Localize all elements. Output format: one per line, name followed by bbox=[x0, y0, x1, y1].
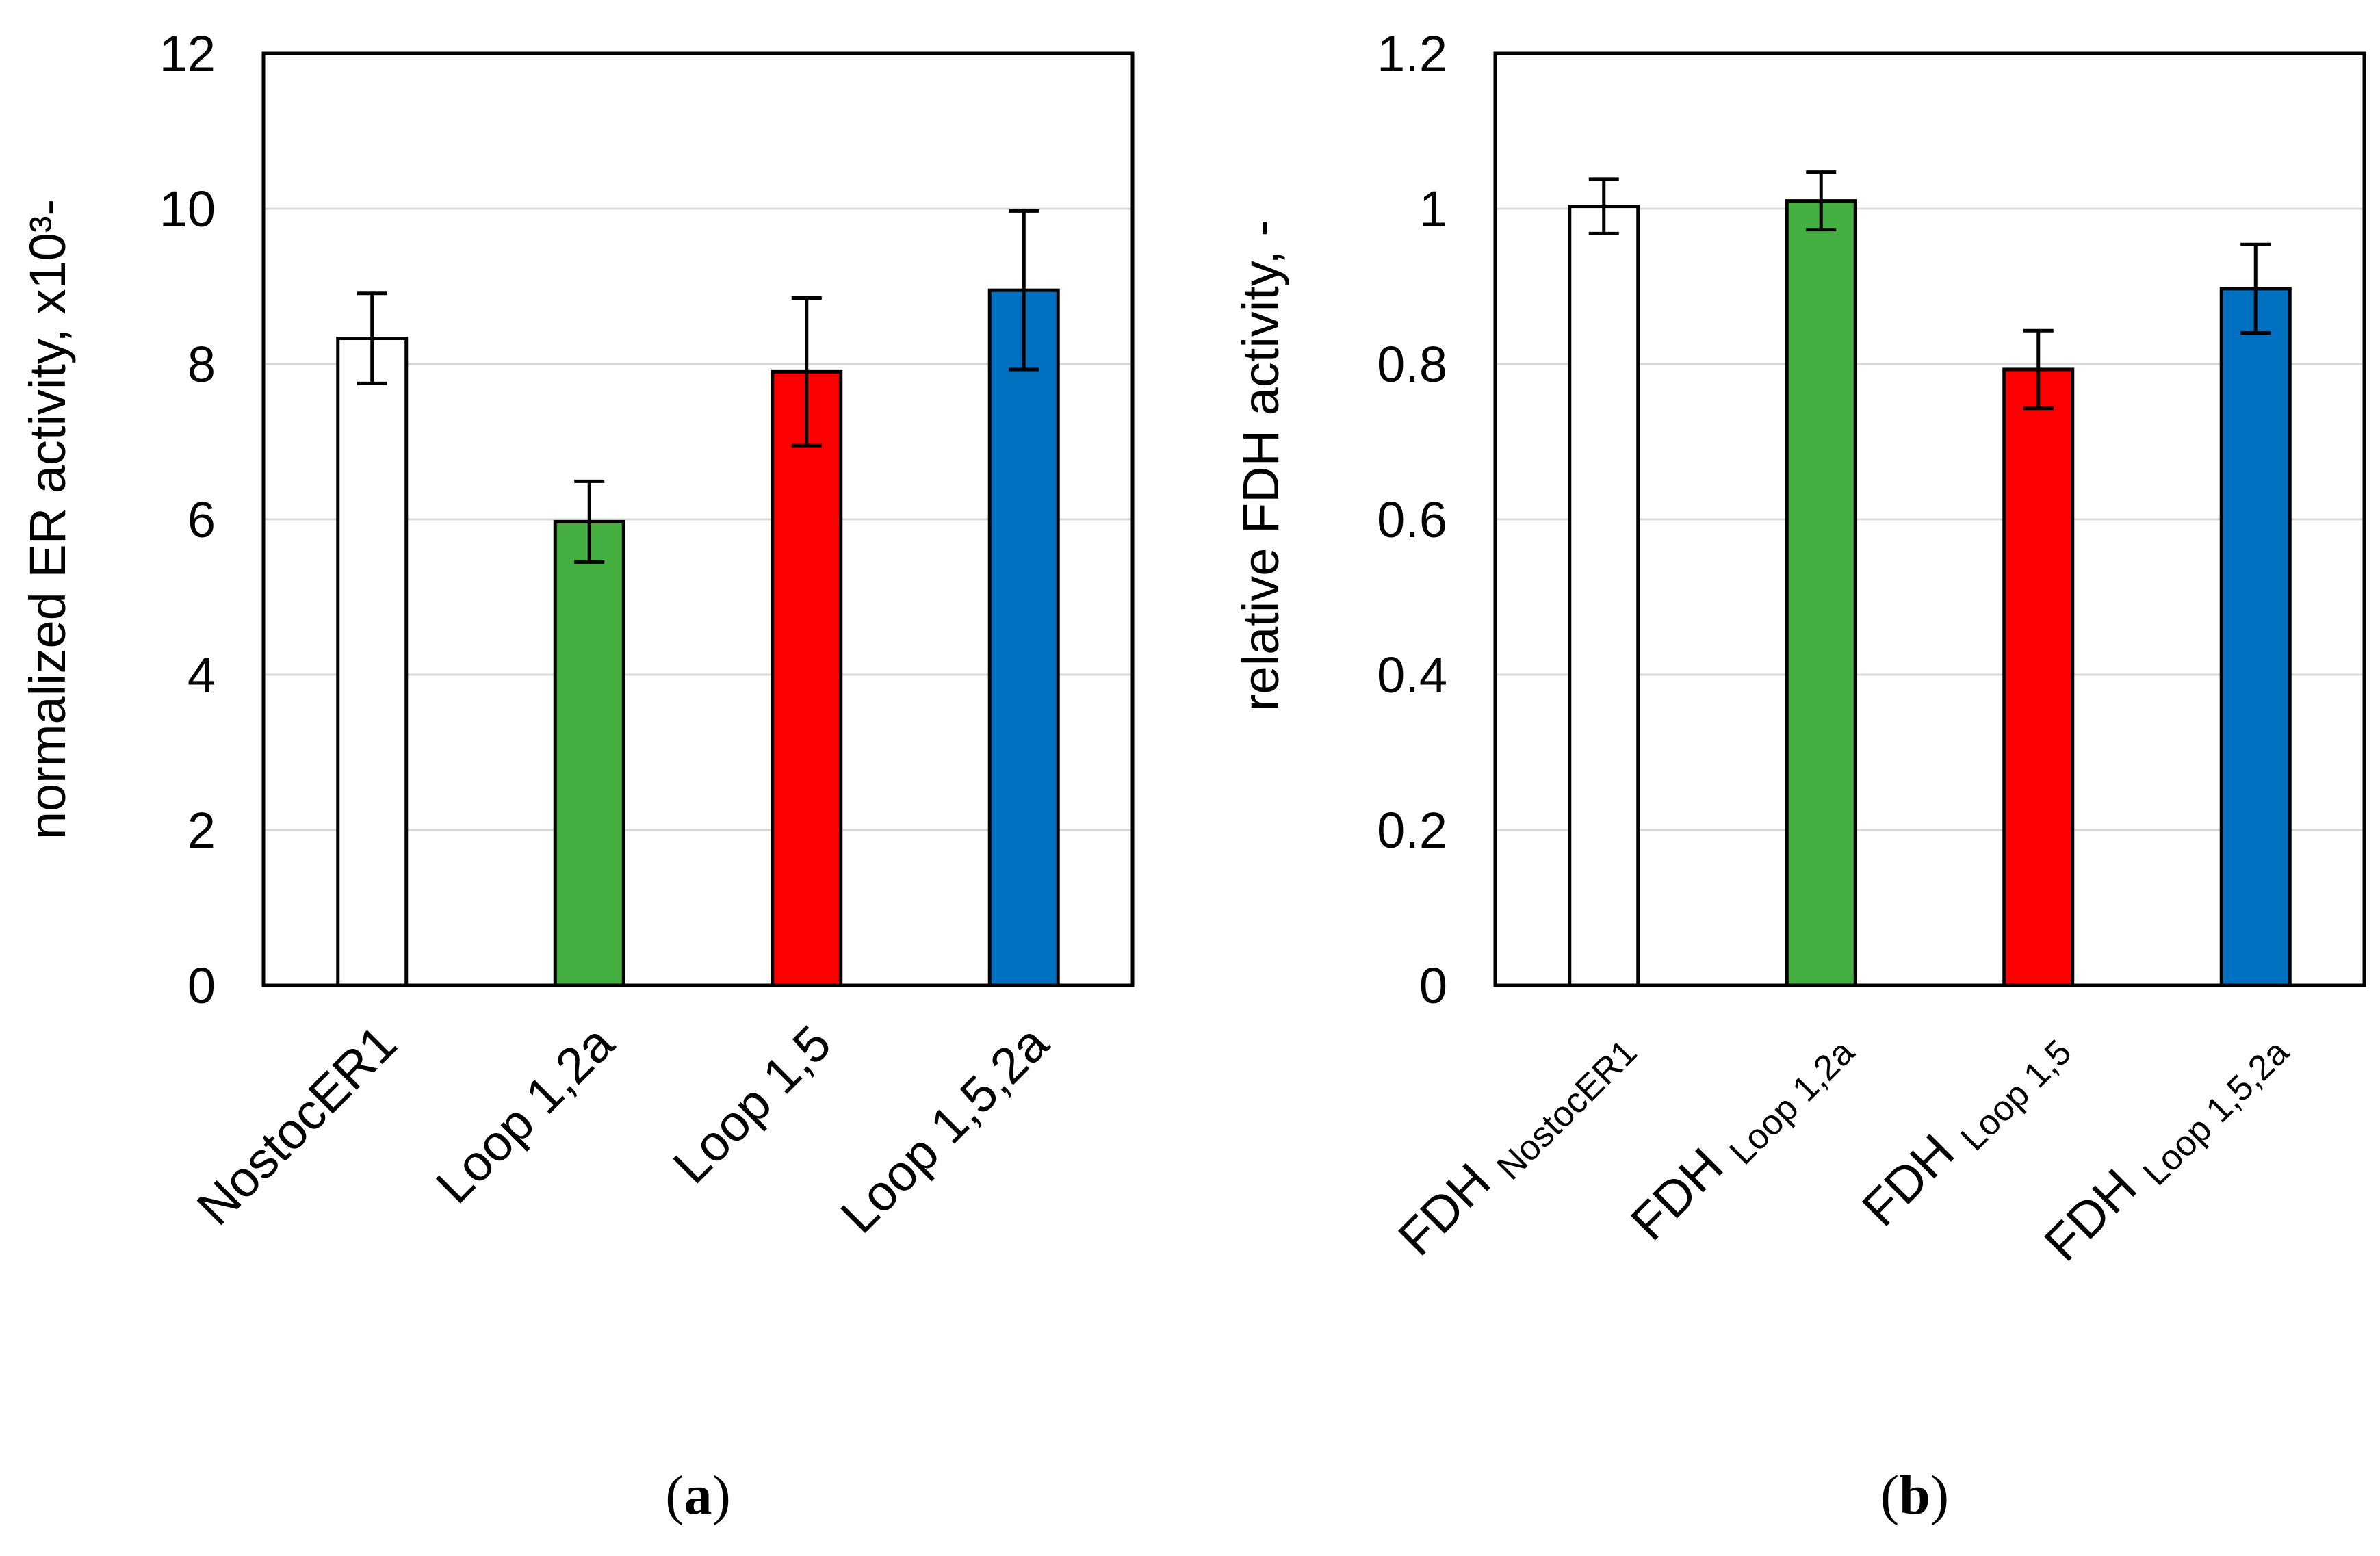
x-tick-label-main: FDH bbox=[1851, 1123, 1965, 1236]
y-tick-label: 8 bbox=[187, 336, 216, 393]
y-tick-label: 0.2 bbox=[1377, 802, 1447, 859]
panel-label-close: ) bbox=[712, 1464, 731, 1526]
bar bbox=[2002, 367, 2075, 987]
y-tick-label: 0 bbox=[1419, 957, 1447, 1014]
y-tick-label: 0.6 bbox=[1377, 491, 1447, 548]
plot-frame bbox=[1493, 51, 2366, 987]
x-tick-label-subscript: Loop 1,2a bbox=[1722, 1033, 1862, 1173]
panel-label-open: ( bbox=[665, 1464, 684, 1526]
bar bbox=[2219, 287, 2292, 987]
panel-label-letter: b bbox=[1899, 1464, 1930, 1526]
x-tick-label-main: FDH bbox=[2034, 1158, 2147, 1271]
y-tick-label: 1 bbox=[1419, 181, 1447, 237]
x-tick-label: FDHNostocER1 bbox=[1387, 1015, 1644, 1272]
bar bbox=[987, 288, 1060, 987]
panel-label: (b) bbox=[1880, 1464, 1949, 1526]
y-tick-label: 4 bbox=[187, 647, 216, 703]
plot-frame bbox=[261, 51, 1135, 987]
y-tick-label: 1.2 bbox=[1377, 25, 1447, 82]
y-tick-label: 0.4 bbox=[1377, 647, 1447, 703]
x-tick-label-main: Loop 1,5 bbox=[662, 1015, 842, 1194]
y-tick-label: 0 bbox=[187, 957, 216, 1014]
y-tick-label: 0.8 bbox=[1377, 336, 1447, 393]
panel-label-close: ) bbox=[1930, 1464, 1949, 1526]
y-axis-label: relative FDH activity, - bbox=[1232, 220, 1289, 711]
y-tick-label: 2 bbox=[187, 802, 216, 859]
panel-label: (a) bbox=[665, 1464, 731, 1526]
x-tick-label: FDHLoop 1,5,2a bbox=[2034, 1015, 2297, 1278]
x-tick-label: NostocER1 bbox=[186, 1015, 407, 1236]
x-tick-label: Loop 1,5,2a bbox=[829, 1014, 1059, 1244]
x-tick-label: FDHLoop 1,5 bbox=[1851, 1015, 2079, 1243]
x-tick-label: Loop 1,2a bbox=[425, 1014, 625, 1214]
bar bbox=[1568, 205, 1640, 987]
x-tick-label-subscript: NostocER1 bbox=[1490, 1033, 1645, 1188]
bar bbox=[1785, 199, 1857, 987]
chart-a-er-activity: 0 2 4 6 8 10 12 NostocER1 Loop 1,2a Loop 1,5Loop … bbox=[19, 25, 1135, 1526]
x-tick-label-main: FDH bbox=[1387, 1152, 1501, 1266]
bar bbox=[336, 337, 409, 987]
x-tick-label: FDHLoop 1,2a bbox=[1620, 1015, 1862, 1257]
x-tick-label: Loop 1,5 bbox=[662, 1015, 842, 1194]
y-tick-label: 10 bbox=[159, 181, 216, 237]
bar bbox=[553, 519, 625, 987]
y-axis-label: normalized ER activity, x10³- bbox=[19, 199, 76, 840]
x-tick-label-main: FDH bbox=[1620, 1137, 1733, 1251]
x-tick-label-main: Loop 1,5,2a bbox=[829, 1014, 1059, 1244]
panel-label-letter: a bbox=[684, 1464, 712, 1526]
y-tick-label: 6 bbox=[187, 491, 216, 548]
panel-label-open: ( bbox=[1880, 1464, 1899, 1526]
x-tick-label-subscript: Loop 1,5 bbox=[1953, 1033, 2079, 1158]
x-tick-label-main: NostocER1 bbox=[186, 1015, 407, 1236]
x-tick-label-subscript: Loop 1,5,2a bbox=[2136, 1033, 2297, 1193]
bar bbox=[771, 369, 843, 987]
y-tick-label: 12 bbox=[159, 25, 216, 82]
x-tick-label-main: Loop 1,2a bbox=[425, 1014, 625, 1214]
